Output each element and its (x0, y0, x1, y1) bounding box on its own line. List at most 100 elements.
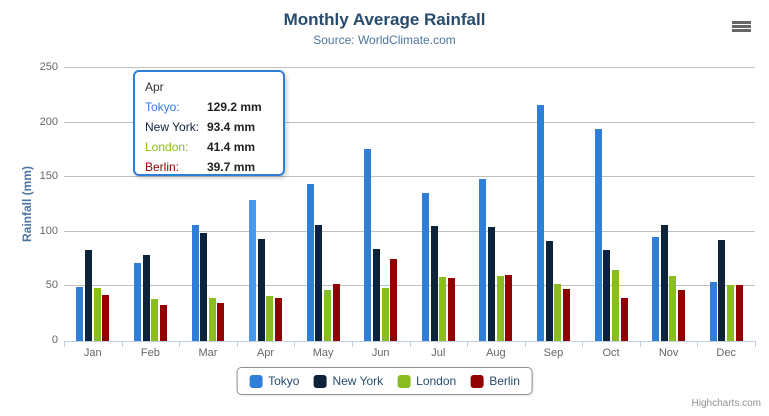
column-bar-berlin-apr[interactable] (275, 297, 282, 341)
x-axis-tick (755, 342, 756, 347)
column-bar-new-york-mar[interactable] (200, 233, 208, 341)
hamburger-menu-icon (732, 21, 751, 32)
column-bar-berlin-sep[interactable] (562, 289, 570, 341)
column-bar-tokyo-feb[interactable] (133, 262, 141, 341)
legend-color-swatch (470, 374, 484, 388)
x-axis-tick (236, 342, 238, 347)
y-gridline (64, 121, 755, 123)
column-bar-tokyo-aug[interactable] (479, 178, 487, 341)
column-bar-new-york-oct[interactable] (603, 249, 611, 341)
column-bar-london-jun[interactable] (381, 288, 389, 341)
column-bar-new-york-apr[interactable] (257, 239, 265, 341)
y-axis-tick-label: 200 (39, 115, 58, 128)
x-axis-tick (639, 342, 641, 347)
column-bar-berlin-dec[interactable] (735, 285, 743, 341)
y-axis-tick-label: 100 (39, 224, 58, 237)
column-bar-london-sep[interactable] (554, 283, 562, 341)
x-axis-tick (582, 342, 584, 347)
x-axis-category-label: Jan (83, 347, 102, 359)
column-bar-new-york-sep[interactable] (545, 241, 553, 341)
column-bar-new-york-aug[interactable] (488, 227, 496, 341)
column-bar-berlin-nov[interactable] (678, 289, 686, 341)
column-bar-new-york-dec[interactable] (718, 240, 726, 341)
y-gridline (64, 285, 755, 287)
column-bar-new-york-jan[interactable] (85, 249, 92, 341)
legend-color-swatch (397, 374, 411, 388)
x-axis-category-label: Mar (198, 347, 218, 359)
x-axis-category-label: Aug (486, 347, 506, 359)
column-bar-london-apr[interactable] (266, 295, 274, 341)
column-bar-berlin-oct[interactable] (620, 298, 628, 341)
column-bar-new-york-jun[interactable] (372, 248, 380, 341)
tooltip-series-value: 93.4 mm (207, 120, 256, 134)
credits-link[interactable]: Highcharts.com (691, 398, 761, 409)
column-bar-london-dec[interactable] (727, 285, 734, 341)
legend-item-label: Berlin (489, 374, 520, 388)
column-bar-london-jul[interactable] (439, 276, 447, 341)
column-bar-london-jan[interactable] (93, 287, 101, 341)
column-bar-tokyo-apr[interactable] (249, 199, 257, 341)
column-bar-new-york-jul[interactable] (430, 226, 438, 341)
legend-item-berlin[interactable]: Berlin (470, 374, 520, 388)
x-axis-category-label: Sep (543, 347, 564, 359)
x-axis-tick (697, 342, 699, 347)
column-bar-new-york-nov[interactable] (660, 224, 668, 341)
legend-color-swatch (249, 374, 263, 388)
x-axis-category-label: Jun (371, 347, 390, 359)
column-bar-london-may[interactable] (323, 289, 331, 341)
tooltip-series-label: Berlin: (145, 160, 180, 174)
column-bar-tokyo-dec[interactable] (709, 281, 717, 341)
column-bar-tokyo-jun[interactable] (364, 148, 372, 341)
column-bar-london-oct[interactable] (611, 269, 619, 341)
export-menu-button[interactable] (727, 17, 755, 39)
legend-item-london[interactable]: London (397, 374, 456, 388)
y-axis-tick-label: 250 (39, 61, 58, 73)
column-bar-berlin-jul[interactable] (447, 278, 455, 341)
x-axis-category-label: Jul (431, 347, 446, 359)
column-bar-tokyo-sep[interactable] (537, 104, 544, 341)
tooltip: Apr Tokyo: 129.2 mm New York: 93.4 mm London… (133, 70, 285, 176)
column-bar-new-york-may[interactable] (315, 225, 323, 341)
column-bar-new-york-feb[interactable] (142, 255, 150, 341)
tooltip-header: Apr (145, 80, 164, 94)
legend-item-tokyo[interactable]: Tokyo (249, 374, 299, 388)
x-axis-category-label: Feb (140, 347, 160, 359)
tooltip-series-value: 39.7 mm (207, 160, 256, 174)
legend-item-label: London (416, 374, 457, 388)
column-bar-berlin-jan[interactable] (102, 294, 110, 341)
x-axis-tick (351, 342, 353, 347)
column-bar-london-nov[interactable] (669, 276, 677, 341)
column-bar-london-mar[interactable] (208, 298, 216, 341)
column-bar-berlin-feb[interactable] (159, 304, 167, 341)
x-axis-tick (409, 342, 411, 347)
tooltip-series-label: Tokyo: (145, 100, 180, 114)
column-bar-tokyo-jan[interactable] (76, 286, 84, 341)
x-axis-tick (121, 342, 123, 347)
x-axis-tick (524, 342, 526, 347)
column-bar-berlin-aug[interactable] (505, 275, 513, 341)
column-bar-london-aug[interactable] (496, 275, 504, 341)
column-bar-tokyo-jul[interactable] (421, 192, 429, 341)
tooltip-row: Tokyo: 129.2 mm (145, 97, 273, 117)
column-bar-berlin-jun[interactable] (390, 258, 398, 341)
column-bar-tokyo-nov[interactable] (652, 236, 660, 341)
column-bar-london-feb[interactable] (151, 298, 159, 341)
x-axis-category-label: Apr (256, 347, 275, 359)
column-bar-berlin-mar[interactable] (217, 303, 225, 341)
tooltip-row: London: 41.4 mm (145, 137, 273, 157)
tooltip-row: Berlin: 39.7 mm (145, 157, 273, 177)
column-bar-tokyo-may[interactable] (306, 183, 314, 341)
x-axis-category-label: May (312, 347, 334, 359)
y-axis-tick-label: 0 (51, 334, 58, 346)
column-bar-tokyo-oct[interactable] (594, 129, 602, 341)
legend-item-new-york[interactable]: New York (313, 374, 383, 388)
column-bar-berlin-may[interactable] (332, 283, 340, 341)
x-axis-category-label: Dec (716, 347, 736, 359)
legend-item-label: New York (332, 374, 384, 388)
y-axis-tick-label: 150 (39, 170, 58, 183)
x-axis-category-label: Nov (658, 347, 679, 359)
tooltip-series-value: 129.2 mm (207, 100, 262, 114)
tooltip-row: New York: 93.4 mm (145, 117, 273, 137)
column-bar-tokyo-mar[interactable] (191, 224, 199, 341)
